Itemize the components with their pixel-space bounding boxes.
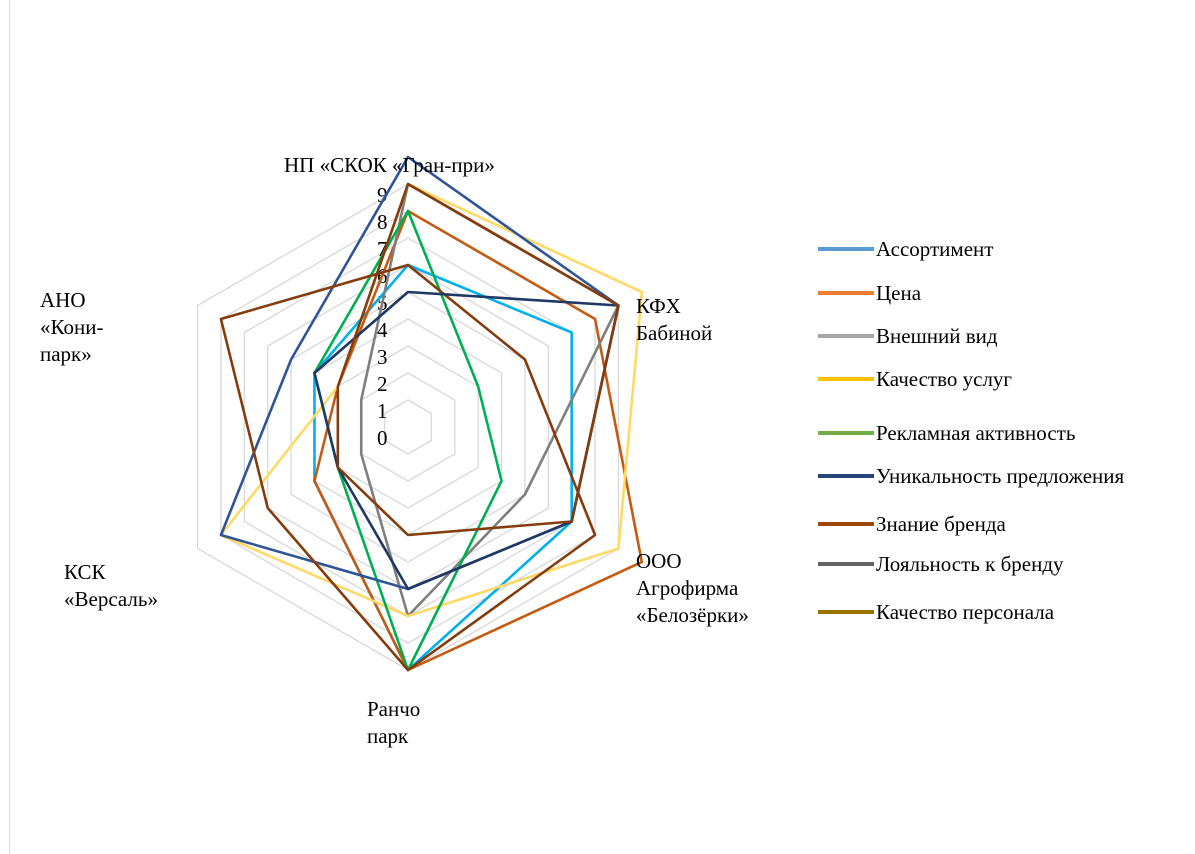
radial-tick-8: 8	[377, 210, 388, 234]
radar-grid	[196, 183, 620, 671]
legend-swatch	[818, 474, 874, 478]
legend-swatch	[818, 291, 874, 295]
series-line-0	[313, 263, 573, 672]
legend-label: Рекламная активность	[876, 420, 1076, 445]
legend-label: Знание бренда	[876, 511, 1006, 536]
legend-item: Качество услуг	[818, 364, 1195, 394]
series-0	[313, 263, 573, 672]
legend-swatch	[818, 377, 874, 381]
legend-swatch	[818, 431, 874, 435]
series-4	[313, 209, 503, 672]
legend-swatch	[818, 247, 874, 251]
grid-ring-2	[360, 372, 456, 482]
category-label-koni-park: АНО «Кони- парк»	[40, 288, 104, 366]
grid-ring-3	[337, 345, 479, 509]
category-label-versal: КСК «Версаль»	[64, 560, 158, 611]
radial-tick-1: 1	[377, 399, 388, 423]
grid-ring-8	[220, 210, 596, 644]
legend-swatch	[818, 562, 874, 566]
category-label-babinoy: КФХ Бабиной	[636, 294, 713, 345]
left-border-line	[9, 0, 10, 854]
radial-tick-7: 7	[377, 237, 388, 261]
legend-label: Качество персонала	[876, 599, 1055, 624]
legend-item: Уникальность предложения	[818, 461, 1195, 491]
legend-item: Рекламная активность	[818, 418, 1195, 448]
grid-ring-7	[243, 237, 573, 617]
legend-label: Ассортимент	[876, 236, 994, 261]
legend-swatch	[818, 334, 874, 338]
category-label-belozerki: ООО Агрофирма «Белозёрки»	[636, 549, 749, 627]
legend-item: Ассортимент	[818, 234, 1195, 264]
legend-label: Лояльность к бренду	[876, 551, 1064, 576]
series-6	[219, 263, 597, 672]
series-line-3	[219, 182, 644, 618]
series-line-4	[313, 209, 503, 672]
legend-item: Качество персонала	[818, 597, 1195, 627]
series-line-8	[336, 182, 620, 537]
radar-series	[219, 155, 644, 672]
grid-ring-4	[313, 318, 503, 536]
series-line-2	[359, 182, 620, 618]
legend-item: Знание бренда	[818, 509, 1195, 539]
legend-label: Качество услуг	[876, 366, 1013, 391]
legend-label: Уникальность предложения	[876, 463, 1125, 488]
grid-ring-1	[383, 399, 433, 455]
category-label-gran-pri: НП «СКОК «Гран-при»	[284, 153, 495, 177]
legend-item: Цена	[818, 278, 1195, 308]
series-line-6	[219, 263, 597, 672]
grid-ring-6	[267, 264, 549, 590]
series-8	[336, 182, 620, 537]
radial-tick-3: 3	[377, 345, 388, 369]
legend-label: Цена	[876, 280, 922, 305]
series-3	[219, 182, 644, 618]
series-2	[359, 182, 620, 618]
legend-swatch	[818, 522, 874, 526]
radial-tick-2: 2	[377, 372, 388, 396]
grid-ring-9	[196, 183, 620, 671]
legend-label: Внешний вид	[876, 323, 998, 348]
legend-item: Внешний вид	[818, 321, 1195, 351]
legend-item: Лояльность к бренду	[818, 549, 1195, 579]
radial-tick-9: 9	[377, 183, 388, 207]
legend-swatch	[818, 610, 874, 614]
radial-tick-4: 4	[377, 318, 388, 342]
radial-tick-0: 0	[377, 426, 388, 450]
category-label-rancho-park: Ранчо парк	[367, 697, 421, 748]
